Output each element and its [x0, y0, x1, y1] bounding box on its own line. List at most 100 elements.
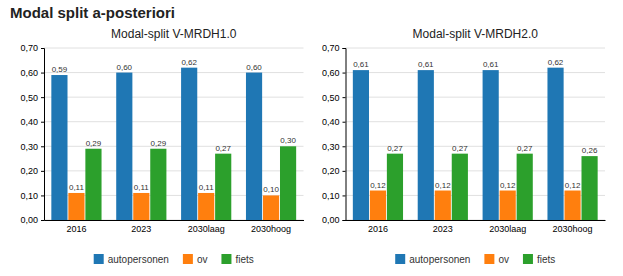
- y-tick: 0,20: [20, 166, 44, 176]
- data-label: 0,12: [370, 181, 386, 190]
- bar: [280, 146, 296, 220]
- y-tick: 0,30: [20, 142, 44, 152]
- tick-label: 2030laag: [489, 224, 526, 234]
- legend-item: autopersonen: [395, 254, 470, 265]
- data-label: 0,29: [151, 139, 167, 148]
- x-tick: 2016: [368, 220, 388, 234]
- data-label: 0,12: [435, 181, 451, 190]
- data-label: 0,26: [582, 146, 598, 155]
- legend-swatch: [94, 254, 104, 264]
- tick-label: 0,50: [322, 93, 340, 103]
- tick-label: 0,40: [20, 117, 38, 127]
- grid-line: [346, 146, 606, 147]
- data-labels: 0,590,600,620,600,110,110,110,100,290,29…: [52, 58, 297, 195]
- legend-item: autopersonen: [94, 254, 169, 265]
- bar: [547, 68, 563, 220]
- tick-mark: [41, 171, 44, 172]
- bar: [387, 154, 403, 220]
- bars: [353, 68, 598, 220]
- x-tick: 2023: [433, 220, 453, 234]
- data-label: 0,61: [418, 60, 434, 69]
- axis-domain: [346, 220, 606, 221]
- chart-title: Modal-split V-MRDH1.0: [111, 27, 237, 41]
- data-label: 0,27: [387, 144, 403, 153]
- grid-line: [346, 170, 606, 171]
- bar: [85, 149, 101, 220]
- tick-label: 0,00: [20, 215, 38, 225]
- x-tick: 2030hoog: [553, 220, 593, 234]
- tick-label: 2023: [433, 224, 453, 234]
- tick-mark: [41, 122, 44, 123]
- tick-label: 0,00: [322, 215, 340, 225]
- grid-line: [346, 97, 606, 98]
- tick-label: 0,20: [20, 166, 38, 176]
- y-axis: 0,00 0,10 0,20 0,30 0,40 0,50 0,60 0,70: [322, 43, 346, 225]
- data-label: 0,59: [52, 65, 68, 74]
- tick-mark: [343, 146, 346, 147]
- bar: [418, 70, 434, 220]
- x-tick: 2030hoog: [251, 220, 291, 234]
- grid-line: [346, 72, 606, 73]
- legend-swatch: [221, 254, 231, 264]
- y-tick: 0,10: [20, 191, 44, 201]
- legend-item: ov: [183, 254, 208, 265]
- data-label: 0,27: [452, 144, 468, 153]
- legend-swatch: [523, 254, 533, 264]
- legend: autopersonenovfiets: [395, 254, 555, 265]
- legend-label: fiets: [235, 254, 253, 265]
- grid-line: [44, 48, 304, 49]
- data-label: 0,60: [246, 63, 262, 72]
- y-tick: 0,40: [20, 117, 44, 127]
- legend-label: fiets: [537, 254, 555, 265]
- data-label: 0,30: [280, 136, 296, 145]
- bar: [150, 149, 166, 220]
- bar: [133, 193, 149, 220]
- chart-root: Modal split a-posterioriModal-split V-MR…: [0, 0, 623, 276]
- data-label: 0,11: [134, 183, 150, 192]
- legend-label: autopersonen: [409, 254, 470, 265]
- tick-mark: [41, 48, 44, 49]
- y-tick: 0,50: [322, 93, 346, 103]
- tick-label: 0,10: [20, 191, 38, 201]
- tick-label: 0,20: [322, 166, 340, 176]
- legend-swatch: [484, 254, 494, 264]
- bar: [353, 70, 369, 220]
- bar: [370, 191, 386, 220]
- tick-mark: [343, 48, 346, 49]
- legend-item: fiets: [221, 254, 253, 265]
- y-tick: 0,40: [322, 117, 346, 127]
- bar: [564, 191, 580, 220]
- legend: autopersonen ov fiets: [94, 254, 254, 265]
- chart-title: Modal-split V-MRDH2.0: [413, 27, 539, 41]
- x-tick: 2023: [131, 220, 151, 234]
- data-labels: 0,610,610,610,620,120,120,120,120,270,27…: [353, 58, 598, 190]
- legend-label: autopersonen: [108, 254, 169, 265]
- data-label: 0,61: [353, 60, 369, 69]
- y-tick: 0,00: [322, 215, 346, 225]
- y-tick: 0,70: [322, 43, 346, 53]
- tick-label: 0,70: [322, 43, 340, 53]
- grid-line: [346, 121, 606, 122]
- bar: [500, 191, 516, 220]
- tick-label: 0,60: [20, 68, 38, 78]
- tick-label: 0,30: [322, 142, 340, 152]
- tick-label: 0,10: [322, 191, 340, 201]
- tick-label: 2016: [368, 224, 388, 234]
- bar: [483, 70, 499, 220]
- y-tick: 0,60: [322, 68, 346, 78]
- bar: [116, 73, 132, 220]
- data-label: 0,12: [500, 181, 516, 190]
- y-axis: 0,000,100,200,300,400,500,600,70: [20, 43, 44, 225]
- y-tick: 0,10: [322, 191, 346, 201]
- data-label: 0,27: [215, 144, 231, 153]
- x-tick: 2030laag: [489, 220, 526, 234]
- tick-label: 2023: [131, 224, 151, 234]
- tick-label: 2030laag: [188, 224, 225, 234]
- grid-line: [44, 121, 304, 122]
- bar: [581, 156, 597, 220]
- tick-mark: [41, 195, 44, 196]
- legend-item: fiets: [523, 254, 555, 265]
- data-label: 0,29: [86, 139, 102, 148]
- tick-label: 0,70: [20, 43, 38, 53]
- bar: [246, 73, 262, 220]
